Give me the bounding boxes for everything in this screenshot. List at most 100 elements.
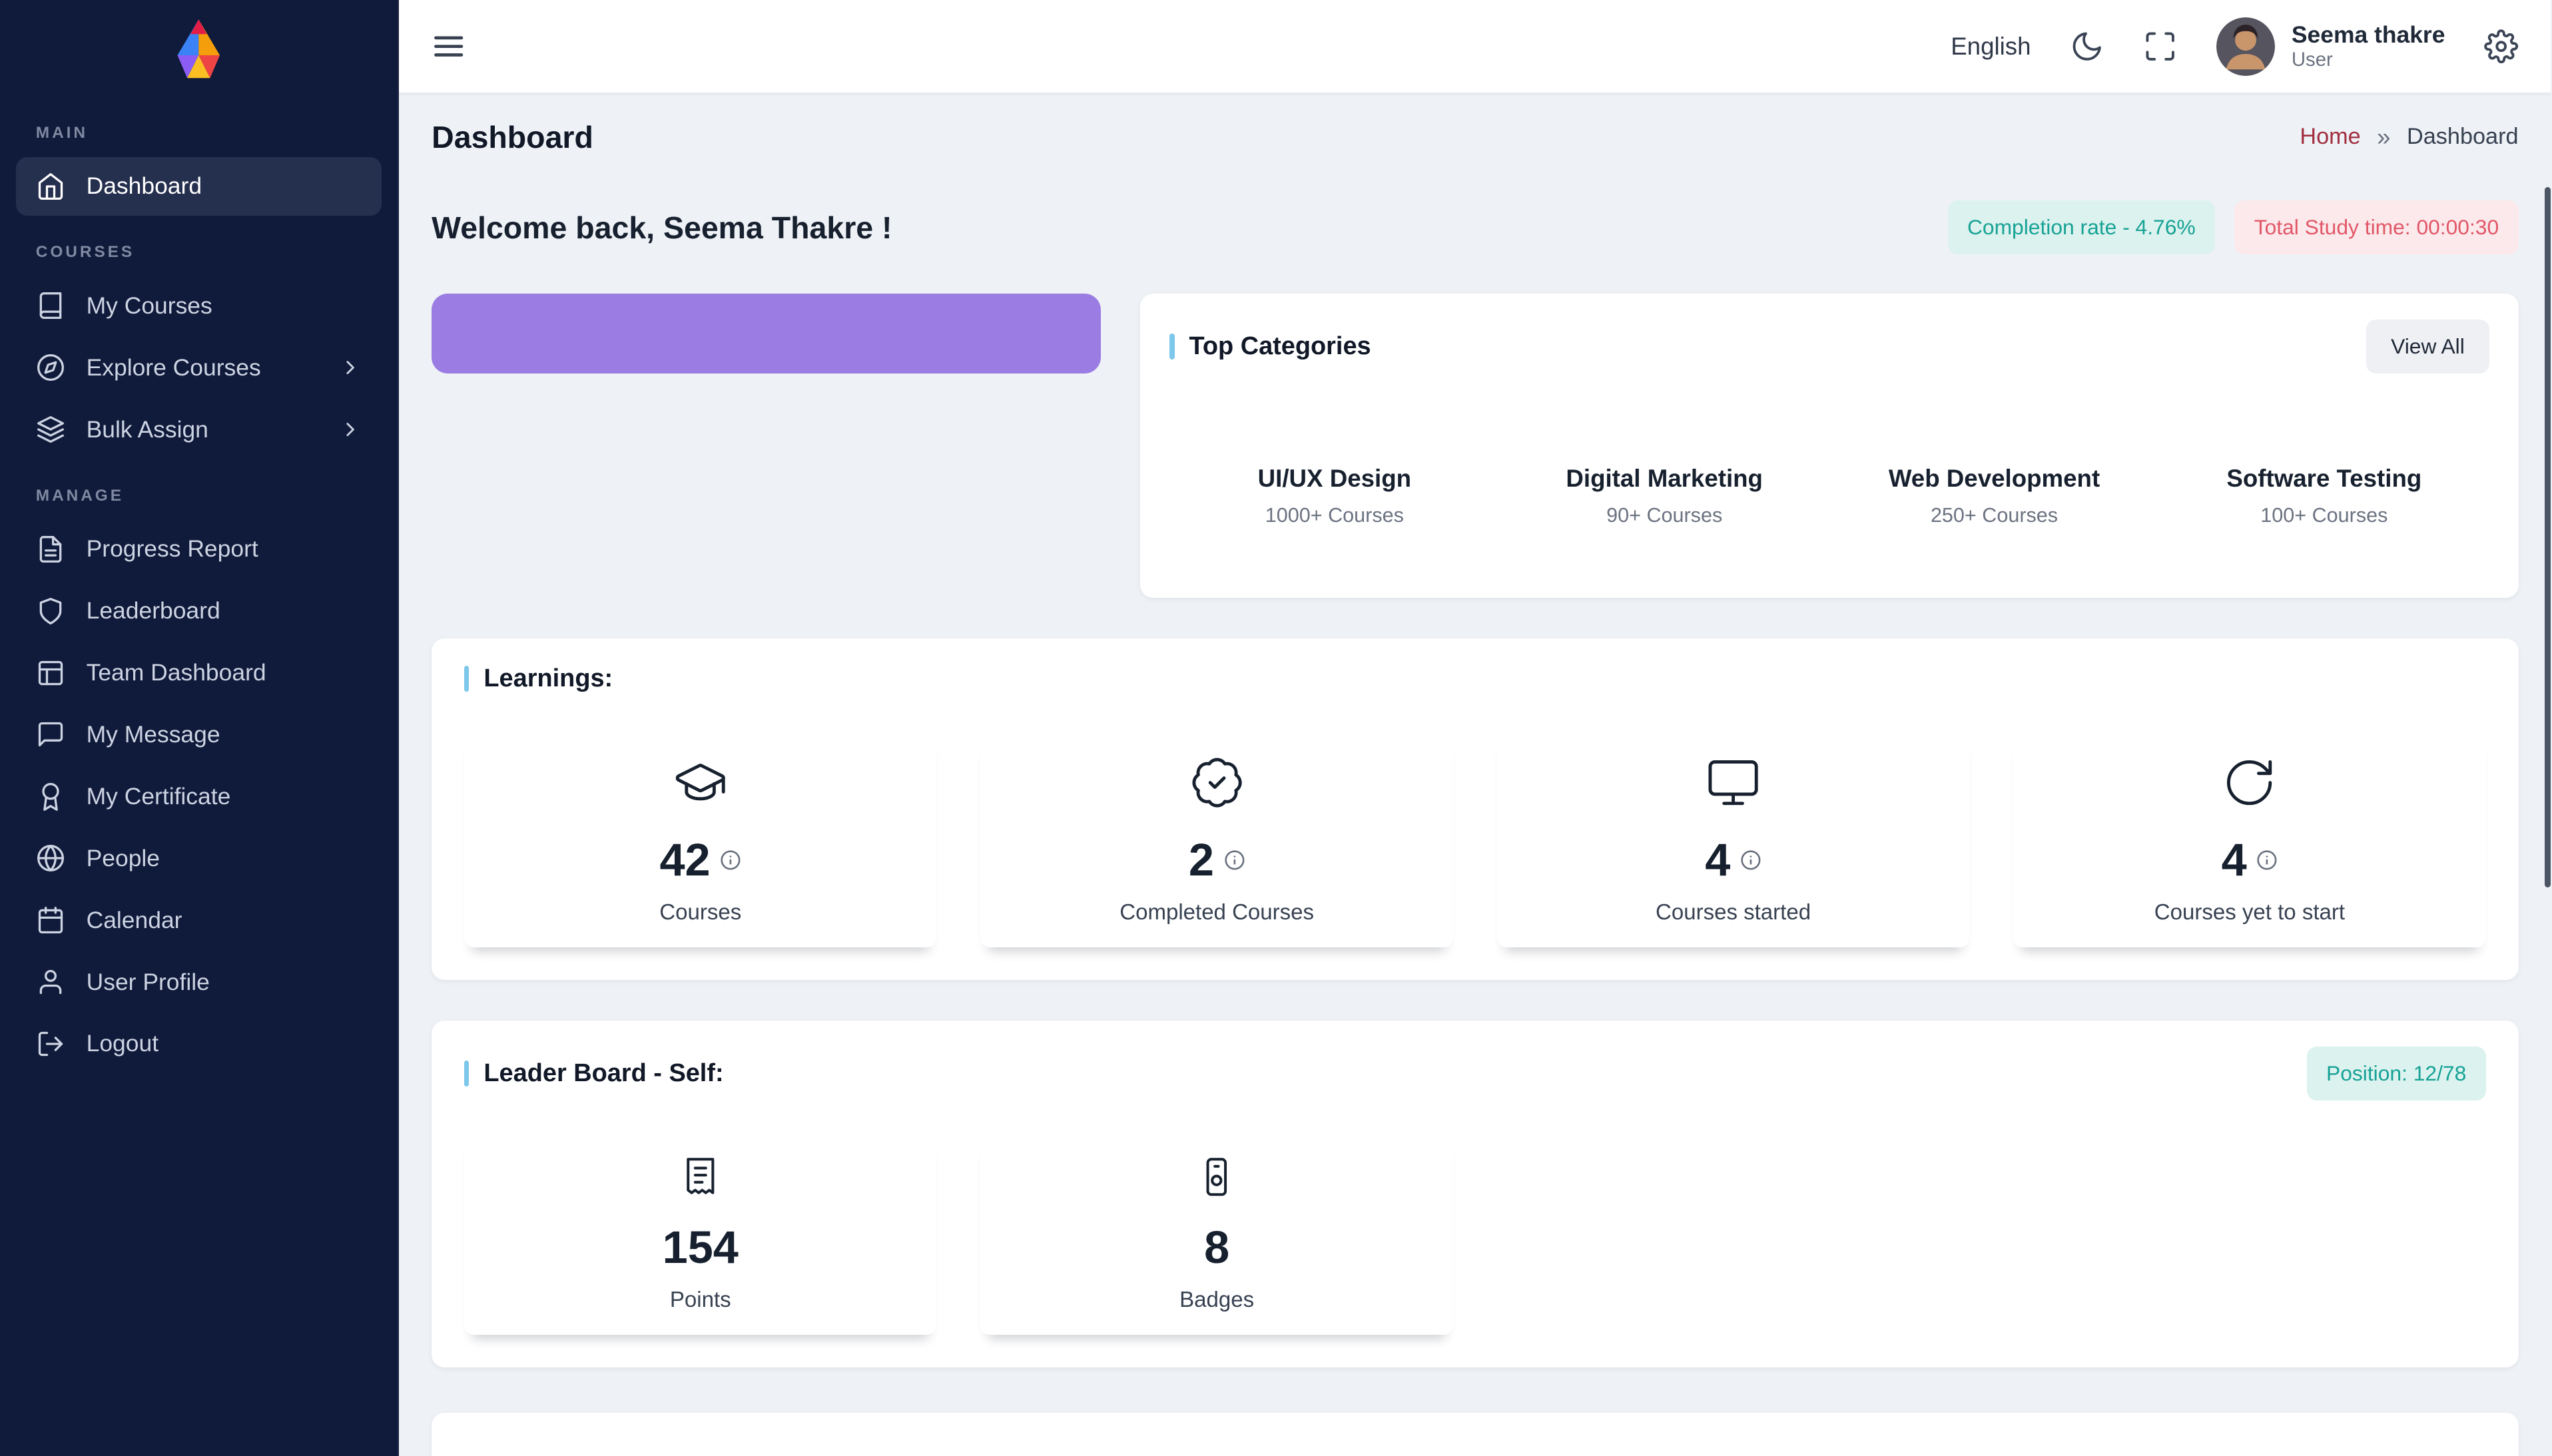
category-item[interactable]: Web Development 250+ Courses — [1829, 465, 2159, 527]
sidebar: MAIN Dashboard COURSES My Courses Explor… — [0, 0, 400, 1456]
top-categories-card: Top Categories View All UI/UX Design 100… — [1140, 293, 2519, 599]
dark-mode-moon-icon[interactable] — [2070, 29, 2104, 63]
sidebar-item-label: Calendar — [86, 906, 182, 933]
sidebar-item-label: User Profile — [86, 968, 210, 995]
stat-tile-courses-yet-to-start[interactable]: 4 Courses yet to start — [2013, 732, 2486, 947]
monitor-icon — [1706, 760, 1761, 816]
welcome-heading: Welcome back, Seema Thakre ! — [432, 210, 892, 245]
shield-icon — [36, 597, 65, 626]
refresh-icon — [2222, 760, 2277, 816]
sidebar-item-label: Logout — [86, 1030, 159, 1057]
sidebar-item-label: Bulk Assign — [86, 415, 208, 443]
sidebar-item-label: Dashboard — [86, 172, 202, 200]
category-count: 250+ Courses — [1930, 503, 2059, 527]
sidebar-item-label: My Certificate — [86, 782, 231, 810]
calendar-icon — [36, 905, 65, 935]
book-icon — [36, 291, 65, 320]
avatar — [2216, 17, 2276, 76]
stat-value: 42 — [659, 834, 711, 885]
sidebar-item-label: People — [86, 844, 160, 871]
sidebar-item-dashboard[interactable]: Dashboard — [16, 156, 382, 216]
stat-value: 4 — [2221, 834, 2247, 885]
breadcrumb: Home » Dashboard — [2300, 123, 2518, 151]
page-title: Dashboard — [432, 119, 593, 154]
stat-label: Completed Courses — [1119, 899, 1315, 924]
stat-tile-completed-courses[interactable]: 2 Completed Courses — [980, 732, 1453, 947]
view-all-button[interactable]: View All — [2366, 319, 2489, 373]
sidebar-item-my-message[interactable]: My Message — [16, 705, 381, 764]
promo-banner[interactable] — [432, 293, 1102, 373]
category-name: Digital Marketing — [1566, 464, 1763, 492]
content-area: English Seema thakre User — [399, 0, 2551, 1456]
globe-icon — [36, 844, 65, 873]
stat-label: Courses yet to start — [2154, 899, 2346, 924]
info-icon[interactable] — [1224, 849, 1245, 871]
sidebar-item-leaderboard[interactable]: Leaderboard — [16, 582, 381, 640]
stat-label: Badges — [1179, 1286, 1255, 1312]
vertical-scrollbar[interactable] — [2544, 187, 2551, 888]
award-icon — [36, 782, 65, 812]
category-item[interactable]: UI/UX Design 1000+ Courses — [1169, 465, 1499, 527]
sidebar-section-courses: COURSES — [35, 243, 135, 262]
brand-logo[interactable] — [0, 0, 398, 98]
stat-label: Courses — [659, 899, 742, 924]
stat-value: 8 — [1204, 1222, 1230, 1274]
sidebar-item-label: My Message — [86, 720, 220, 748]
sidebar-item-people[interactable]: People — [16, 829, 381, 887]
category-item[interactable]: Digital Marketing 90+ Courses — [1500, 465, 1829, 527]
leaderboard-title: Leader Board - Self: — [464, 1059, 724, 1088]
sidebar-item-explore-courses[interactable]: Explore Courses — [16, 338, 381, 397]
sidebar-item-label: My Courses — [86, 292, 212, 319]
learnings-card: Learnings: 42 Course — [432, 638, 2519, 980]
fullscreen-icon[interactable] — [2143, 29, 2177, 63]
sidebar-section-manage: MANAGE — [35, 486, 124, 505]
sidebar-item-label: Leaderboard — [86, 597, 220, 624]
sidebar-item-user-profile[interactable]: User Profile — [16, 953, 381, 1011]
info-icon[interactable] — [2256, 849, 2278, 871]
category-count: 1000+ Courses — [1265, 503, 1404, 527]
file-text-icon — [36, 535, 65, 564]
stat-tile-courses-started[interactable]: 4 Courses started — [1496, 732, 1970, 947]
study-time-badge: Total Study time: 00:00:30 — [2234, 200, 2519, 255]
sidebar-item-calendar[interactable]: Calendar — [16, 891, 381, 949]
stat-value: 154 — [662, 1222, 739, 1274]
chevron-right-icon — [339, 356, 362, 379]
stat-tile-courses[interactable]: 42 Courses — [464, 732, 937, 947]
stat-label: Points — [669, 1286, 731, 1312]
sidebar-item-team-dashboard[interactable]: Team Dashboard — [16, 644, 381, 702]
completion-rate-badge: Completion rate - 4.76% — [1947, 200, 2215, 255]
stat-label: Courses started — [1656, 899, 1811, 924]
category-item[interactable]: Software Testing 100+ Courses — [2159, 465, 2489, 527]
sidebar-item-logout[interactable]: Logout — [16, 1015, 381, 1073]
sidebar-item-label: Team Dashboard — [86, 659, 266, 686]
top-header: English Seema thakre User — [399, 0, 2551, 93]
category-name: UI/UX Design — [1257, 464, 1412, 492]
breadcrumb-separator: » — [2377, 122, 2391, 150]
stat-tile-badges[interactable]: 8 Badges — [980, 1132, 1453, 1335]
learnings-title: Learnings: — [464, 664, 613, 693]
category-count: 100+ Courses — [2260, 503, 2388, 527]
main-content: Dashboard Home » Dashboard Welcome back,… — [399, 93, 2551, 1456]
info-icon[interactable] — [1740, 849, 1761, 871]
badge-icon — [1195, 1158, 1238, 1204]
sidebar-section-main: MAIN — [35, 123, 88, 142]
category-count: 90+ Courses — [1606, 503, 1723, 527]
stat-value: 4 — [1705, 834, 1731, 885]
breadcrumb-home-link[interactable]: Home — [2300, 124, 2361, 150]
info-icon[interactable] — [720, 849, 741, 871]
sidebar-item-bulk-assign[interactable]: Bulk Assign — [16, 400, 381, 459]
badge-check-icon — [1189, 758, 1245, 816]
user-name: Seema thakre — [2291, 21, 2445, 49]
hamburger-menu-icon[interactable] — [432, 29, 466, 63]
sidebar-item-my-certificate[interactable]: My Certificate — [16, 767, 381, 826]
sidebar-item-progress-report[interactable]: Progress Report — [16, 520, 381, 579]
accent-bar — [464, 1060, 470, 1087]
user-menu[interactable]: Seema thakre User — [2216, 17, 2445, 76]
user-icon — [36, 967, 65, 997]
language-selector[interactable]: English — [1951, 32, 2031, 60]
gear-icon[interactable] — [2484, 29, 2519, 64]
message-icon — [36, 720, 65, 749]
stat-tile-points[interactable]: 154 Points — [464, 1132, 937, 1335]
sidebar-item-my-courses[interactable]: My Courses — [16, 276, 381, 335]
